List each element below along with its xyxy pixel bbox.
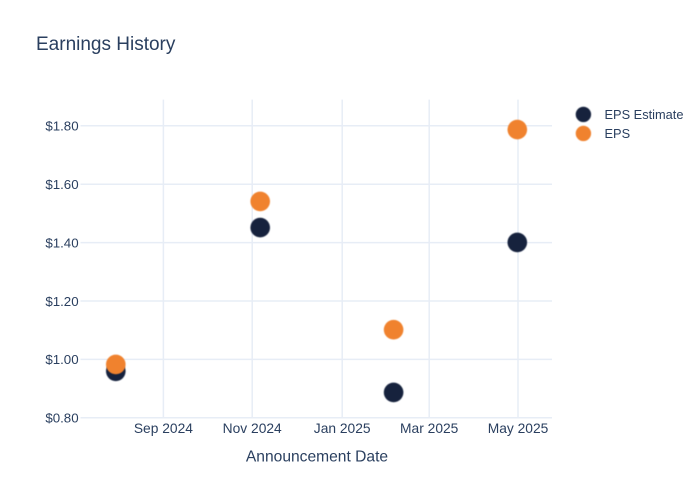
svg-text:EPS Estimate: EPS Estimate (605, 107, 684, 122)
svg-text:$1.00: $1.00 (45, 352, 78, 367)
svg-text:$1.40: $1.40 (45, 235, 78, 250)
svg-text:$0.80: $0.80 (45, 411, 78, 426)
svg-text:$1.80: $1.80 (45, 119, 78, 134)
svg-text:Mar 2025: Mar 2025 (400, 421, 459, 436)
svg-text:$1.20: $1.20 (45, 294, 78, 309)
svg-text:Earnings History: Earnings History (36, 34, 176, 55)
svg-text:$1.60: $1.60 (45, 177, 78, 192)
svg-text:Announcement Date: Announcement Date (246, 449, 388, 466)
svg-text:Jan 2025: Jan 2025 (314, 421, 371, 436)
svg-text:Sep 2024: Sep 2024 (134, 421, 193, 436)
svg-text:EPS: EPS (605, 126, 631, 141)
svg-text:Nov 2024: Nov 2024 (223, 421, 282, 436)
svg-text:May 2025: May 2025 (488, 421, 549, 436)
